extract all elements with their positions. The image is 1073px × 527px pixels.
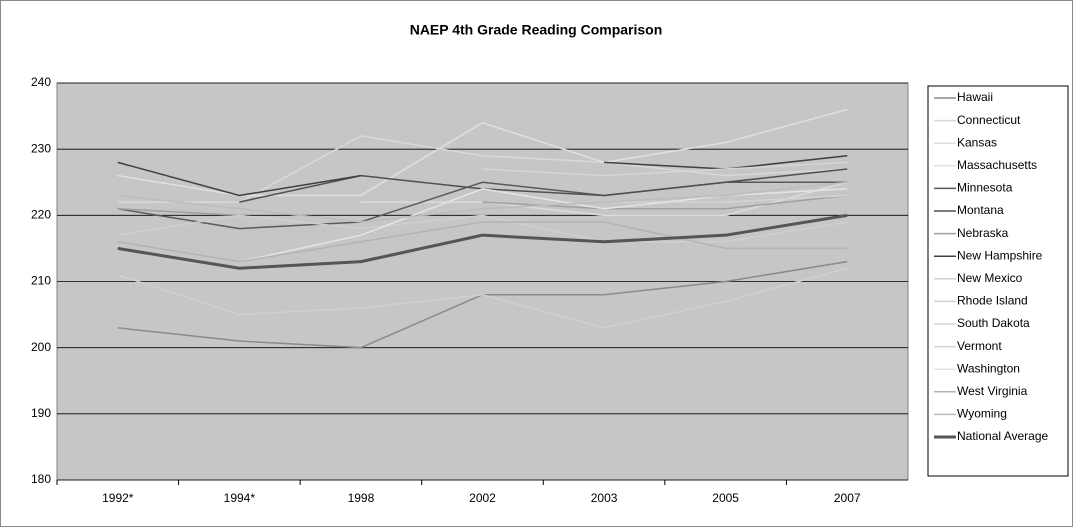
legend-label: Hawaii [957, 90, 993, 104]
series-line [117, 267, 848, 329]
x-tick-label: 2002 [469, 491, 496, 505]
series-line [117, 221, 848, 263]
y-tick-label: 200 [31, 340, 51, 354]
series-line [117, 214, 848, 243]
y-tick-label: 190 [31, 406, 51, 420]
legend-label: New Mexico [957, 271, 1023, 285]
legend-label: South Dakota [957, 316, 1030, 330]
legend-box [927, 85, 1069, 477]
series-line [117, 181, 848, 223]
legend-label: Minnesota [957, 181, 1013, 195]
legend-label: Wyoming [957, 407, 1007, 421]
x-tick-label: 1998 [348, 491, 375, 505]
legend-label: Rhode Island [957, 294, 1028, 308]
y-tick-label: 210 [31, 274, 51, 288]
legend-label: Nebraska [957, 226, 1009, 240]
series-line [482, 161, 848, 177]
y-tick-label: 240 [31, 75, 51, 89]
series-line [604, 194, 848, 203]
series-line [239, 168, 848, 203]
legend-label: Vermont [957, 339, 1002, 353]
y-tick-label: 220 [31, 208, 51, 222]
series-line [117, 213, 848, 270]
chart-title: NAEP 4th Grade Reading Comparison [410, 22, 663, 38]
x-tick-label: 1992* [102, 491, 134, 505]
legend-label: Montana [957, 203, 1004, 217]
x-tick-label: 2007 [834, 491, 861, 505]
legend-label: Connecticut [957, 113, 1021, 127]
legend-label: Washington [957, 361, 1020, 375]
x-tick-label: 1994* [224, 491, 256, 505]
legend-label: Kansas [957, 135, 997, 149]
legend-label: Massachusetts [957, 158, 1037, 172]
legend-label: New Hampshire [957, 248, 1043, 262]
y-tick-label: 180 [31, 472, 51, 486]
series-line [117, 135, 848, 203]
y-tick-label: 230 [31, 141, 51, 155]
x-tick-label: 2005 [712, 491, 739, 505]
x-tick-label: 2003 [591, 491, 618, 505]
legend-label: National Average [957, 429, 1049, 443]
legend-label: West Virginia [957, 384, 1028, 398]
series-line [239, 188, 848, 263]
